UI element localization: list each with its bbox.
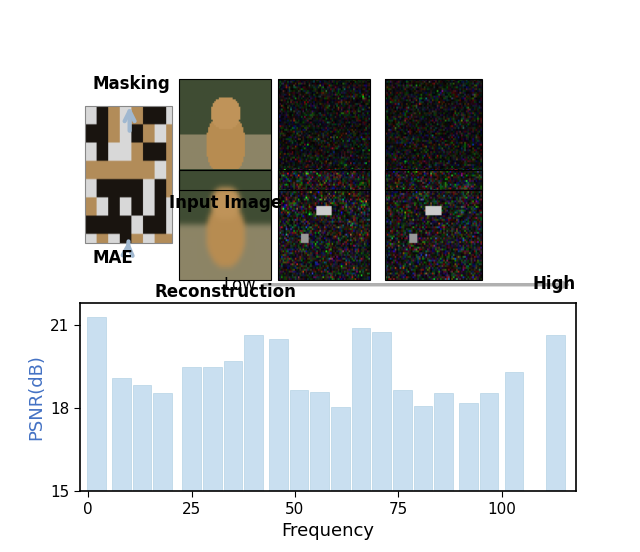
- Bar: [385, 79, 482, 190]
- Bar: [278, 79, 370, 190]
- Bar: [132, 385, 151, 491]
- Bar: [290, 390, 308, 491]
- Bar: [278, 170, 370, 280]
- Bar: [203, 367, 221, 491]
- Bar: [85, 106, 172, 243]
- Text: Reconstruction: Reconstruction: [154, 283, 296, 300]
- Text: High: High: [533, 275, 576, 293]
- X-axis label: Frequency: Frequency: [282, 522, 374, 540]
- Bar: [223, 362, 242, 491]
- Bar: [393, 390, 412, 491]
- Text: Low: Low: [223, 276, 256, 294]
- Bar: [179, 79, 271, 190]
- Bar: [112, 378, 131, 491]
- Text: MAE: MAE: [92, 250, 133, 267]
- Bar: [385, 170, 482, 280]
- Bar: [414, 406, 433, 491]
- Bar: [435, 393, 453, 491]
- Bar: [182, 367, 201, 491]
- Bar: [87, 317, 106, 491]
- Bar: [331, 407, 349, 491]
- Bar: [505, 373, 524, 491]
- Bar: [460, 403, 478, 491]
- Bar: [269, 339, 288, 491]
- Bar: [352, 328, 371, 491]
- Bar: [310, 392, 329, 491]
- Bar: [480, 393, 499, 491]
- Bar: [546, 335, 564, 491]
- Text: Masking: Masking: [92, 75, 170, 93]
- Text: Input Image: Input Image: [168, 194, 282, 212]
- Bar: [244, 335, 263, 491]
- Bar: [179, 170, 271, 280]
- Bar: [154, 393, 172, 491]
- Bar: [372, 332, 391, 491]
- Y-axis label: PSNR(dB): PSNR(dB): [27, 354, 45, 440]
